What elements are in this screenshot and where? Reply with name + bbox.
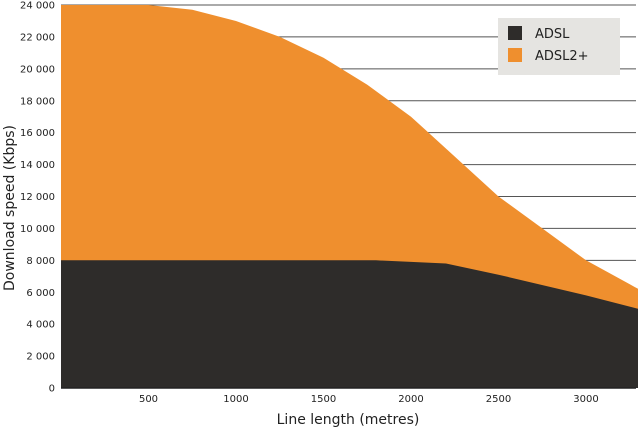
y-tick-label: 16 000: [20, 128, 55, 139]
y-tick-label: 22 000: [20, 32, 55, 43]
y-tick-label: 10 000: [20, 224, 55, 235]
y-tick-label: 6 000: [26, 288, 55, 299]
x-tick-label: 500: [139, 394, 158, 405]
legend-swatch: [508, 26, 522, 40]
x-tick-label: 2500: [486, 394, 511, 405]
y-axis-ticks: 0 2 000 4 000 6 000 8 000 10 000 12 000 14 000 1…: [20, 1, 55, 395]
y-tick-label: 12 000: [20, 192, 55, 203]
y-tick-label: 24 000: [20, 1, 55, 12]
y-tick-label: 18 000: [20, 96, 55, 107]
legend: ADSL ADSL2+: [498, 18, 620, 75]
series-area-adsl: [61, 260, 638, 388]
x-tick-label: 1000: [223, 394, 248, 405]
y-axis-label: Download speed (Kbps): [2, 125, 18, 291]
x-axis-label: Line length (metres): [277, 412, 420, 428]
legend-swatch: [508, 48, 522, 62]
y-tick-label: 0: [49, 384, 55, 395]
y-tick-label: 20 000: [20, 64, 55, 75]
x-axis-ticks: 5001000150020002500300035004000450050005…: [139, 394, 599, 405]
x-tick-label: 1500: [311, 394, 336, 405]
y-tick-label: 2 000: [26, 352, 55, 363]
y-tick-label: 8 000: [26, 256, 55, 267]
legend-label: ADSL: [535, 27, 570, 42]
y-tick-label: 14 000: [20, 160, 55, 171]
legend-label: ADSL2+: [535, 49, 589, 64]
y-tick-label: 4 000: [26, 320, 55, 331]
x-tick-label: 2000: [398, 394, 423, 405]
x-tick-label: 3000: [573, 394, 598, 405]
data-areas: [61, 5, 638, 388]
